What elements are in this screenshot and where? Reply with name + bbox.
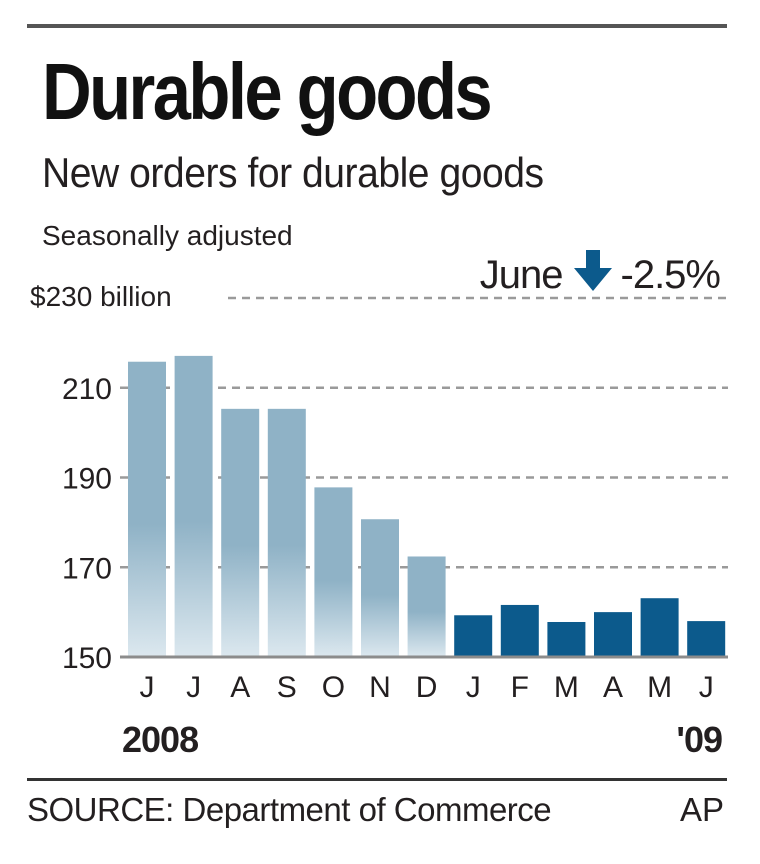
bar-may-2009 xyxy=(640,598,679,657)
x-tick-label: F xyxy=(511,671,529,704)
y-tick-label: 190 xyxy=(62,463,112,496)
year-label-end: '09 xyxy=(676,719,723,760)
year-label-start: 2008 xyxy=(122,719,199,760)
source-note: SOURCE: Department of Commerce xyxy=(27,791,552,828)
bar-feb-2009 xyxy=(500,604,539,657)
x-tick-label: S xyxy=(277,671,297,704)
y-tick-label: 150 xyxy=(62,642,112,675)
x-tick-label: M xyxy=(647,671,672,704)
bar-dec-2008 xyxy=(407,556,446,657)
bar-jan-2009 xyxy=(454,615,493,657)
x-tick-label: N xyxy=(369,671,391,704)
bar-oct-2008 xyxy=(314,487,353,657)
chart-title: Durable goods xyxy=(42,47,493,136)
x-tick-label: M xyxy=(554,671,579,704)
x-tick-label: J xyxy=(140,671,155,704)
bar-nov-2008 xyxy=(361,519,399,657)
chart-subtitle: New orders for durable goods xyxy=(42,149,544,196)
bar-jun-2008 xyxy=(128,361,166,657)
bar-apr-2009 xyxy=(594,612,632,657)
x-tick-label: J xyxy=(699,671,714,704)
y-top-label: $230 billion xyxy=(30,281,172,312)
bar-aug-2008 xyxy=(221,408,260,657)
bar-sep-2008 xyxy=(267,408,306,657)
bar-mar-2009 xyxy=(547,621,586,657)
change-month: June xyxy=(479,252,564,297)
change-annotation: June -2.5% xyxy=(479,250,721,299)
x-tick-label: A xyxy=(230,671,250,704)
x-tick-label: D xyxy=(416,671,438,704)
y-tick-label: 170 xyxy=(62,552,112,585)
x-tick-label: A xyxy=(603,671,623,704)
bar-jun-2009 xyxy=(687,621,726,657)
x-tick-label: J xyxy=(466,671,481,704)
top-rule xyxy=(27,24,727,28)
down-arrow-icon xyxy=(573,250,613,299)
bottom-rule xyxy=(27,778,727,781)
change-value: -2.5% xyxy=(620,252,721,297)
bar-jul-2008 xyxy=(174,355,213,657)
x-tick-label: J xyxy=(186,671,201,704)
seasonal-note: Seasonally adjusted xyxy=(42,220,293,251)
x-tick-label: O xyxy=(322,671,345,704)
y-tick-label: 210 xyxy=(62,373,112,406)
credit: AP xyxy=(679,791,724,828)
